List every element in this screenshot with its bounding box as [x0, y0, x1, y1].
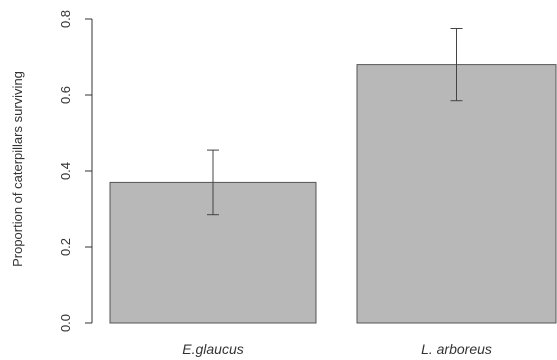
category-labels: E.glaucus L. arboreus	[182, 341, 492, 357]
y-tick-label: 0.0	[58, 314, 73, 332]
y-axis: 0.0 0.2 0.4 0.6 0.8	[58, 10, 93, 332]
y-tick-label: 0.2	[58, 238, 73, 256]
y-axis-label: Proportion of caterpillars surviving	[10, 71, 25, 267]
category-label-1: E.glaucus	[182, 341, 243, 357]
category-label-2: L. arboreus	[421, 341, 492, 357]
error-bars	[207, 28, 463, 216]
y-tick-label: 0.8	[58, 10, 73, 28]
error-bar-2	[450, 28, 463, 102]
y-tick-label: 0.6	[58, 86, 73, 104]
bars	[109, 64, 557, 324]
y-tick-label: 0.4	[58, 162, 73, 180]
error-bar-1	[207, 149, 219, 216]
bar-2	[356, 64, 557, 324]
